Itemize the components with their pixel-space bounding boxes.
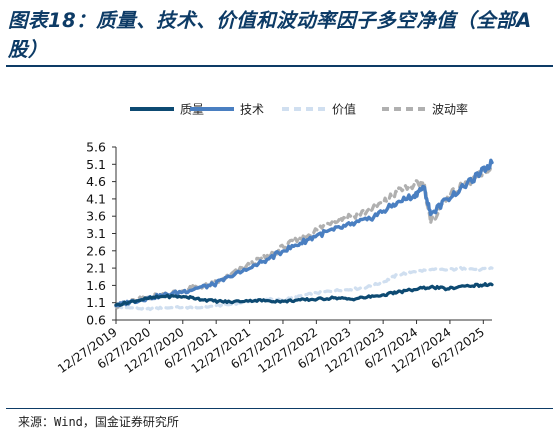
series-line-quality xyxy=(114,282,494,307)
y-tick-label: 2.6 xyxy=(86,243,106,258)
y-tick-label: 1.6 xyxy=(86,278,106,293)
series-line-technical xyxy=(114,158,494,308)
y-tick-label: 3.1 xyxy=(86,226,106,241)
y-tick-label: 0.6 xyxy=(86,313,106,328)
y-tick-label: 4.6 xyxy=(86,174,106,189)
chart-area: 质量技术价值波动率 0.61.11.62.12.63.13.64.14.65.1… xyxy=(55,102,494,376)
series-layer xyxy=(114,158,494,312)
series-line-value xyxy=(114,265,494,312)
source-note: 来源：Wind，国金证券研究所 xyxy=(18,415,179,429)
legend-label: 价值 xyxy=(332,102,356,117)
legend-label: 技术 xyxy=(240,103,264,117)
y-tick-label: 4.1 xyxy=(86,191,106,206)
y-tick-label: 5.6 xyxy=(86,140,106,155)
chart-title: 图表18：质量、技术、价值和波动率因子多空净值（全部A股） xyxy=(8,9,532,61)
legend: 质量技术价值波动率 xyxy=(130,102,468,117)
legend-label: 波动率 xyxy=(432,102,468,117)
y-tick-label: 3.6 xyxy=(86,209,106,224)
y-tick-label: 1.1 xyxy=(86,295,106,310)
y-tick-label: 5.1 xyxy=(86,157,106,172)
footer-divider xyxy=(6,408,553,409)
y-tick-label: 2.1 xyxy=(86,261,106,276)
title-divider xyxy=(6,65,553,67)
